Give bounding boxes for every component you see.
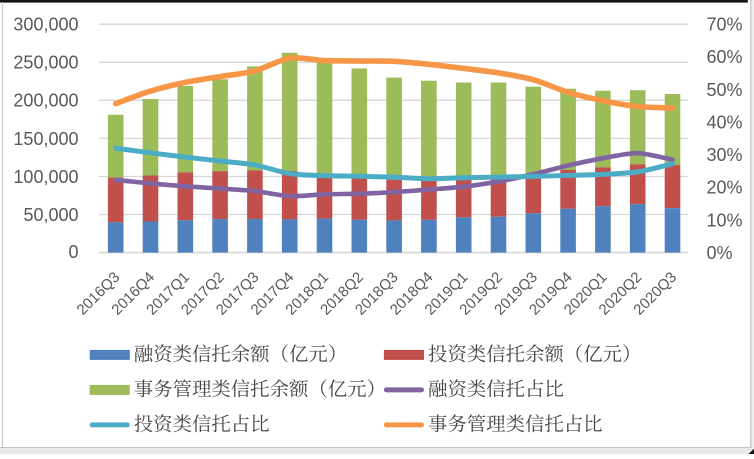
svg-text:0: 0 [68, 242, 78, 262]
svg-text:150,000: 150,000 [13, 129, 78, 149]
svg-text:10%: 10% [707, 210, 743, 230]
svg-text:0%: 0% [707, 243, 733, 263]
svg-text:20%: 20% [707, 178, 743, 198]
svg-text:60%: 60% [707, 47, 743, 67]
svg-text:50%: 50% [707, 80, 743, 100]
svg-text:30%: 30% [707, 145, 743, 165]
svg-text:300,000: 300,000 [13, 15, 78, 35]
svg-text:70%: 70% [707, 15, 743, 35]
svg-text:250,000: 250,000 [13, 53, 78, 73]
svg-text:200,000: 200,000 [13, 91, 78, 111]
svg-text:40%: 40% [707, 113, 743, 133]
svg-text:100,000: 100,000 [13, 167, 78, 187]
svg-text:50,000: 50,000 [23, 205, 78, 225]
